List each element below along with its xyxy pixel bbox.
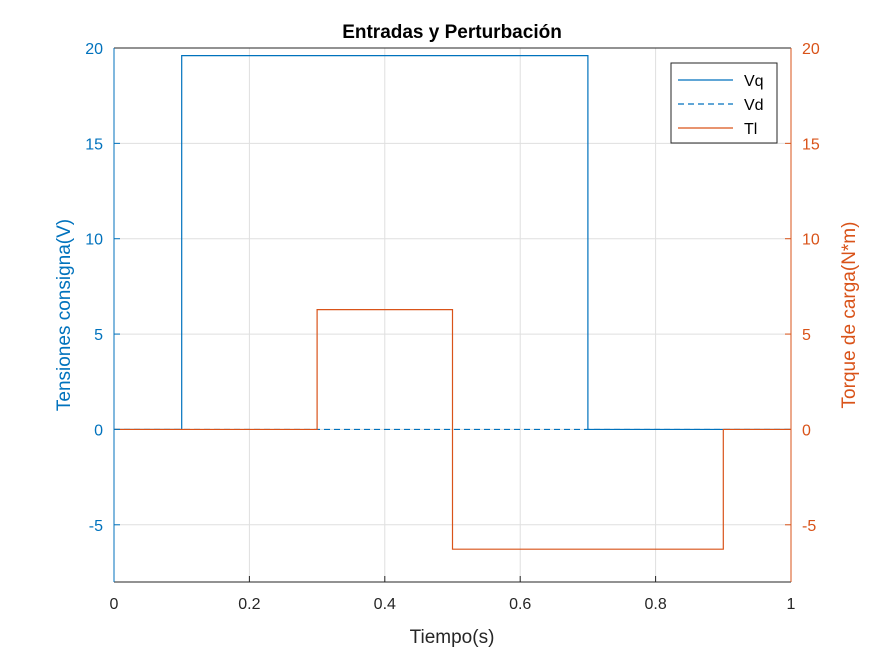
y-right-tick-label-1: 0: [802, 422, 811, 439]
y-axis-left-label: Tensiones consigna(V): [54, 219, 75, 411]
chart-title: Entradas y Perturbación: [342, 22, 562, 43]
x-tick-label-3: 0.6: [509, 596, 531, 613]
x-tick-label-0: 0: [110, 596, 119, 613]
series-layer: [114, 55, 791, 550]
legend-label-tl: Tl: [744, 121, 757, 138]
y-right-tick-label-0: -5: [802, 518, 816, 535]
x-axis-label: Tiempo(s): [410, 627, 495, 648]
y-right-tick-label-4: 15: [802, 136, 820, 153]
y-left-tick-label-4: 15: [85, 136, 103, 153]
y-left-tick-label-1: 0: [94, 422, 103, 439]
y-right-tick-label-2: 5: [802, 327, 811, 344]
legend-label-vq: Vq: [744, 73, 764, 90]
y-left-tick-label-0: -5: [89, 518, 103, 535]
y-axis-right-ticks: -5 0 5 10 15 20: [802, 41, 820, 535]
series-line-tl: [114, 309, 791, 550]
legend: Vq Vd Tl: [670, 62, 778, 144]
y-left-tick-label-5: 20: [85, 41, 103, 58]
x-tick-label-1: 0.2: [238, 596, 260, 613]
y-axis-right-label: Torque de carga(N*m): [839, 222, 860, 409]
x-tick-label-2: 0.4: [374, 596, 396, 613]
y-right-tick-label-5: 20: [802, 41, 820, 58]
x-tick-label-5: 1: [787, 596, 796, 613]
legend-box: [670, 62, 778, 144]
legend-label-vd: Vd: [744, 97, 764, 114]
y-axis-left-ticks: -5 0 5 10 15 20: [85, 41, 103, 535]
y-right-tick-label-3: 10: [802, 232, 820, 249]
x-tick-label-4: 0.8: [644, 596, 666, 613]
y-left-tick-label-2: 5: [94, 327, 103, 344]
y-left-tick-label-3: 10: [85, 232, 103, 249]
x-axis-ticks: 0 0.2 0.4 0.6 0.8 1: [110, 596, 796, 613]
axes: [113, 47, 792, 583]
